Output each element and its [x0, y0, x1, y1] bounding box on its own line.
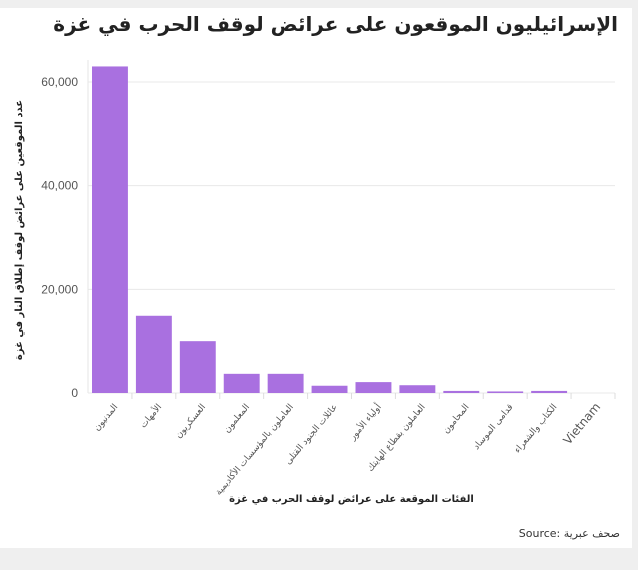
- bar: [92, 66, 128, 393]
- y-axis-title: عدد الموقعين على عرائض لوقف إطلاق النار …: [14, 100, 25, 360]
- y-tick-label: 40,000: [41, 179, 78, 193]
- y-tick-label: 0: [71, 386, 78, 400]
- x-tick-label: العسكريون: [174, 403, 208, 441]
- bar: [443, 390, 480, 393]
- x-tick-label: المدنيون: [92, 403, 120, 434]
- y-tick-label: 20,000: [41, 282, 78, 296]
- y-tick-label: 60,000: [41, 75, 78, 89]
- x-axis-title: الفئات الموقعة على عرائض لوقف الحرب في غ…: [229, 494, 474, 505]
- source-note: Source: صحف عبرية: [518, 527, 620, 540]
- bar: [267, 373, 304, 393]
- x-tick-label: العاملون بالمؤسسات الأكاديمية: [212, 401, 296, 497]
- x-tick-label: قدامى الموساد: [472, 403, 516, 452]
- x-tick-label: الكتاب والشعراء: [513, 403, 560, 456]
- x-tick-label: Vietnam: [560, 400, 603, 447]
- x-tick-label: المحامون: [441, 403, 471, 436]
- bar: [355, 382, 392, 393]
- bar: [487, 391, 524, 393]
- bar: [531, 390, 568, 393]
- x-tick-label: الأمهات: [137, 401, 164, 430]
- bar: [135, 315, 172, 393]
- x-tick-label: المعلمون: [222, 403, 252, 436]
- bar: [179, 341, 216, 393]
- bar: [311, 385, 348, 393]
- chart-title: الإسرائيليون الموقعون على عرائض لوقف الح…: [53, 12, 618, 36]
- bar: [223, 373, 260, 393]
- bar: [399, 385, 436, 393]
- x-tick-label: أولياء الأمور: [346, 401, 384, 443]
